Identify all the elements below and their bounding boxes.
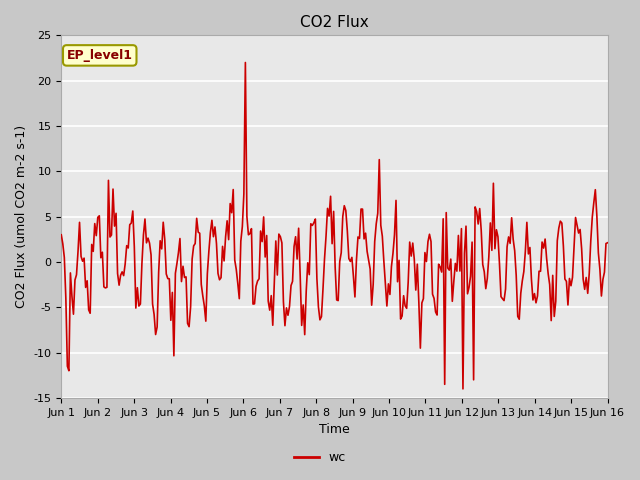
Title: CO2 Flux: CO2 Flux <box>300 15 369 30</box>
Legend: wc: wc <box>289 446 351 469</box>
X-axis label: Time: Time <box>319 423 350 436</box>
Y-axis label: CO2 Flux (umol CO2 m-2 s-1): CO2 Flux (umol CO2 m-2 s-1) <box>15 125 28 308</box>
Text: EP_level1: EP_level1 <box>67 49 132 62</box>
